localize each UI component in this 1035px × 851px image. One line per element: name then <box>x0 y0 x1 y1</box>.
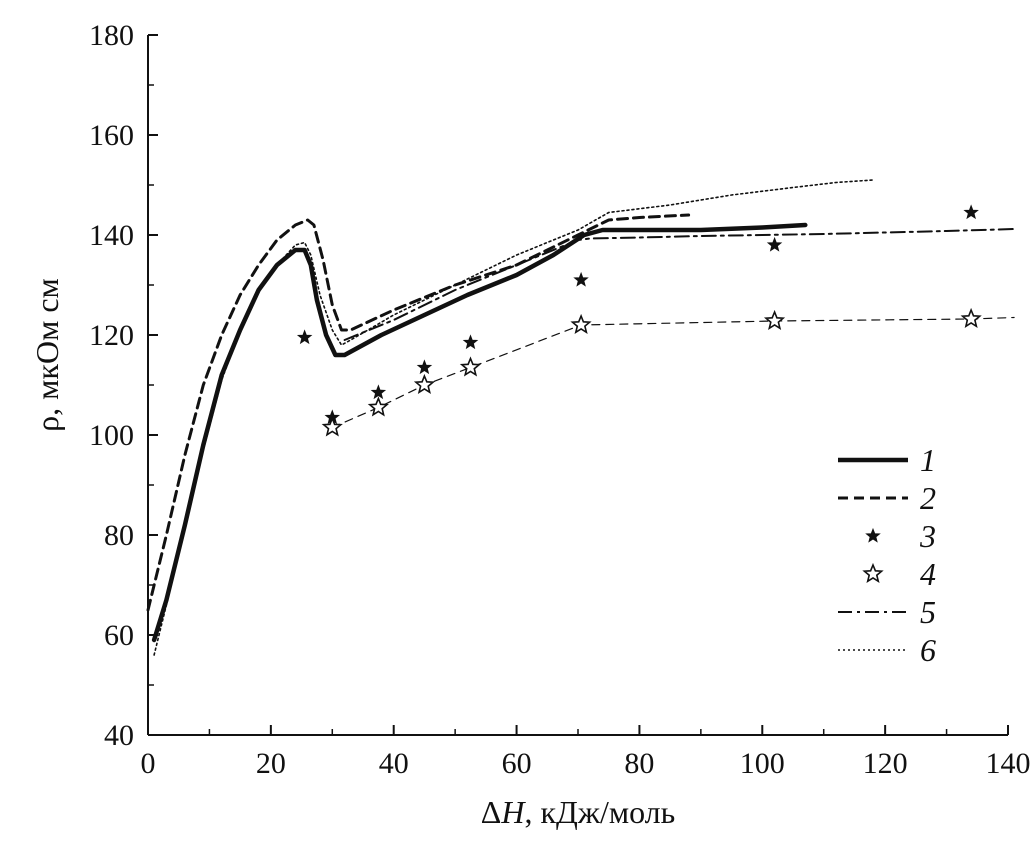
y-tick-label: 40 <box>104 719 134 752</box>
legend-label: 1 <box>920 442 936 478</box>
legend-item-5: 5 <box>838 594 936 630</box>
series-5-line <box>343 228 1016 341</box>
y-tick-label: 180 <box>89 19 134 52</box>
x-tick-label: 40 <box>379 747 409 780</box>
series-2-line <box>146 213 691 612</box>
x-tick-label: 0 <box>141 747 156 780</box>
y-tick-label: 140 <box>89 219 134 252</box>
series-6-line <box>153 179 874 656</box>
y-tick-label: 100 <box>89 419 134 452</box>
x-tick-label: 120 <box>863 747 908 780</box>
y-tick-label: 120 <box>89 319 134 352</box>
series-5 <box>343 228 1016 341</box>
legend-swatch <box>865 527 881 543</box>
series-3-point <box>573 271 589 287</box>
y-tick-label: 60 <box>104 619 134 652</box>
series-4-point <box>960 307 982 329</box>
y-axis-label: ρ, мкОм см <box>29 278 65 432</box>
series-1-line <box>151 222 808 643</box>
series-3-point <box>296 329 313 345</box>
legend-label: 3 <box>919 518 936 554</box>
legend-label: 4 <box>920 556 936 592</box>
legend-item-4: 4 <box>862 556 936 592</box>
series-4-point <box>321 416 343 437</box>
x-tick-label: 140 <box>986 747 1031 780</box>
x-axis-label: ΔH, кДж/моль <box>481 794 675 830</box>
series-4-point <box>459 356 482 377</box>
x-tick-label: 100 <box>740 747 785 780</box>
legend-label: 2 <box>920 480 936 516</box>
legend-label: 6 <box>920 632 936 668</box>
x-tick-label: 60 <box>502 747 532 780</box>
legend-item-1: 1 <box>838 442 936 478</box>
legend-swatch <box>862 562 884 584</box>
series-4-point <box>367 396 389 417</box>
series-3-point <box>963 204 979 220</box>
y-tick-label: 160 <box>89 119 134 152</box>
ticks: 40 60 80 100 120 140 160 180 0 20 40 60 80 100 120 140 <box>89 19 1031 780</box>
series-3-point <box>462 334 479 350</box>
series-4 <box>321 307 1015 437</box>
series-3-point <box>766 236 783 252</box>
legend-label: 5 <box>920 594 936 630</box>
series-2 <box>146 213 691 612</box>
series-4-line <box>331 316 1015 429</box>
plot-area <box>146 179 1016 656</box>
series-3-point <box>416 359 433 375</box>
series-4-point <box>570 313 592 335</box>
series-4-point <box>763 309 786 331</box>
axes <box>147 35 1008 736</box>
series-6 <box>153 179 874 656</box>
legend-item-3: 3 <box>865 518 936 554</box>
x-tick-label: 80 <box>624 747 654 780</box>
x-tick-label: 20 <box>256 747 286 780</box>
legend-item-6: 6 <box>838 632 936 668</box>
series-1 <box>151 222 808 643</box>
y-tick-label: 80 <box>104 519 134 552</box>
legend-item-2: 2 <box>838 480 936 516</box>
series-3-point <box>370 384 387 400</box>
series-3 <box>296 204 979 425</box>
series-4-point <box>413 373 436 395</box>
